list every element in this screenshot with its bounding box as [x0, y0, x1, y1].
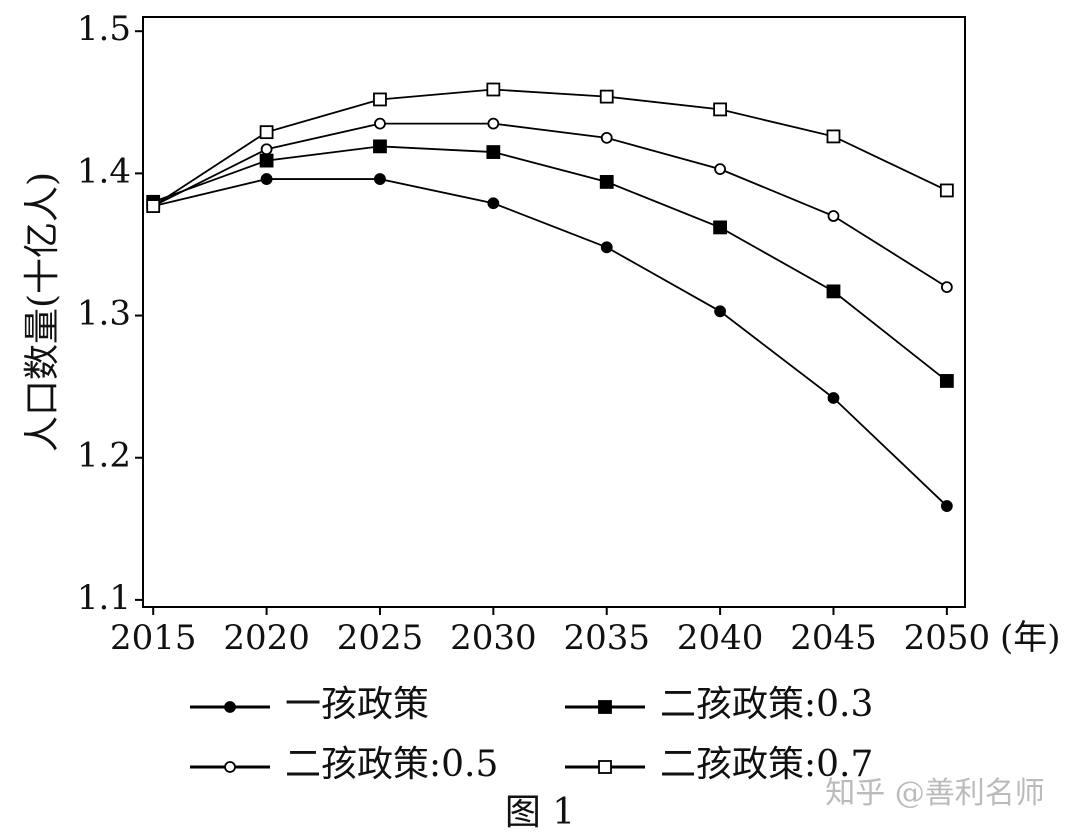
caption: 图 1 — [505, 792, 575, 833]
legend-label: 一孩政策 — [285, 684, 429, 725]
x-tick-label: 2025 — [337, 618, 424, 658]
data-point — [714, 163, 727, 176]
data-point — [487, 197, 500, 210]
data-point — [260, 143, 273, 156]
x-tick-label: 2045 — [790, 618, 877, 658]
x-tick-label: 2040 — [677, 618, 764, 658]
data-point — [259, 125, 274, 140]
data-point — [713, 102, 728, 117]
y-axis-label: 人口数量(十亿人) — [22, 172, 63, 452]
data-point — [260, 173, 273, 185]
data-point — [487, 117, 500, 130]
y-tick-label: 1.2 — [77, 436, 131, 476]
x-axis-unit: (年) — [1000, 618, 1061, 658]
data-point — [374, 173, 386, 185]
y-tick-label: 1.4 — [77, 151, 131, 191]
y-tick-label: 1.3 — [77, 294, 131, 334]
series-line — [152, 145, 948, 382]
legend-marker — [224, 761, 236, 773]
watermark: 知乎 @善利名师 — [825, 776, 1045, 811]
series-line — [152, 88, 948, 207]
legend-marker — [598, 700, 612, 714]
y-tick-label: 1.5 — [77, 9, 131, 49]
data-point — [600, 131, 613, 144]
x-tick-label: 2015 — [110, 618, 197, 658]
x-tick-label: 2030 — [450, 618, 537, 658]
series-line — [152, 178, 948, 507]
series-line — [152, 122, 948, 288]
legend-label: 二孩政策:0.5 — [285, 744, 498, 785]
data-point — [826, 129, 841, 144]
data-point — [373, 92, 387, 107]
plot-frame — [142, 16, 966, 608]
data-point — [827, 210, 840, 222]
data-point — [939, 374, 954, 388]
data-point — [826, 284, 841, 299]
legend-label: 二孩政策:0.7 — [660, 744, 873, 785]
data-point — [940, 281, 953, 294]
data-point — [373, 139, 387, 154]
x-tick-label: 2050 — [904, 618, 991, 658]
data-point — [600, 241, 613, 254]
data-point — [940, 500, 953, 512]
data-point — [713, 220, 728, 235]
data-point — [486, 145, 501, 159]
data-point — [599, 175, 614, 189]
data-point — [374, 117, 386, 130]
x-tick-label: 2035 — [563, 618, 650, 658]
y-tick-label: 1.1 — [77, 578, 131, 618]
data-point — [599, 89, 614, 104]
data-point — [486, 82, 501, 97]
legend-label: 二孩政策:0.3 — [660, 684, 873, 725]
data-point — [259, 153, 274, 168]
data-point — [714, 305, 727, 318]
legend-marker — [598, 760, 612, 774]
data-point — [939, 183, 954, 198]
x-tick-label: 2020 — [223, 618, 310, 658]
data-point — [146, 199, 161, 213]
legend-marker — [224, 701, 236, 713]
data-point — [827, 392, 840, 404]
